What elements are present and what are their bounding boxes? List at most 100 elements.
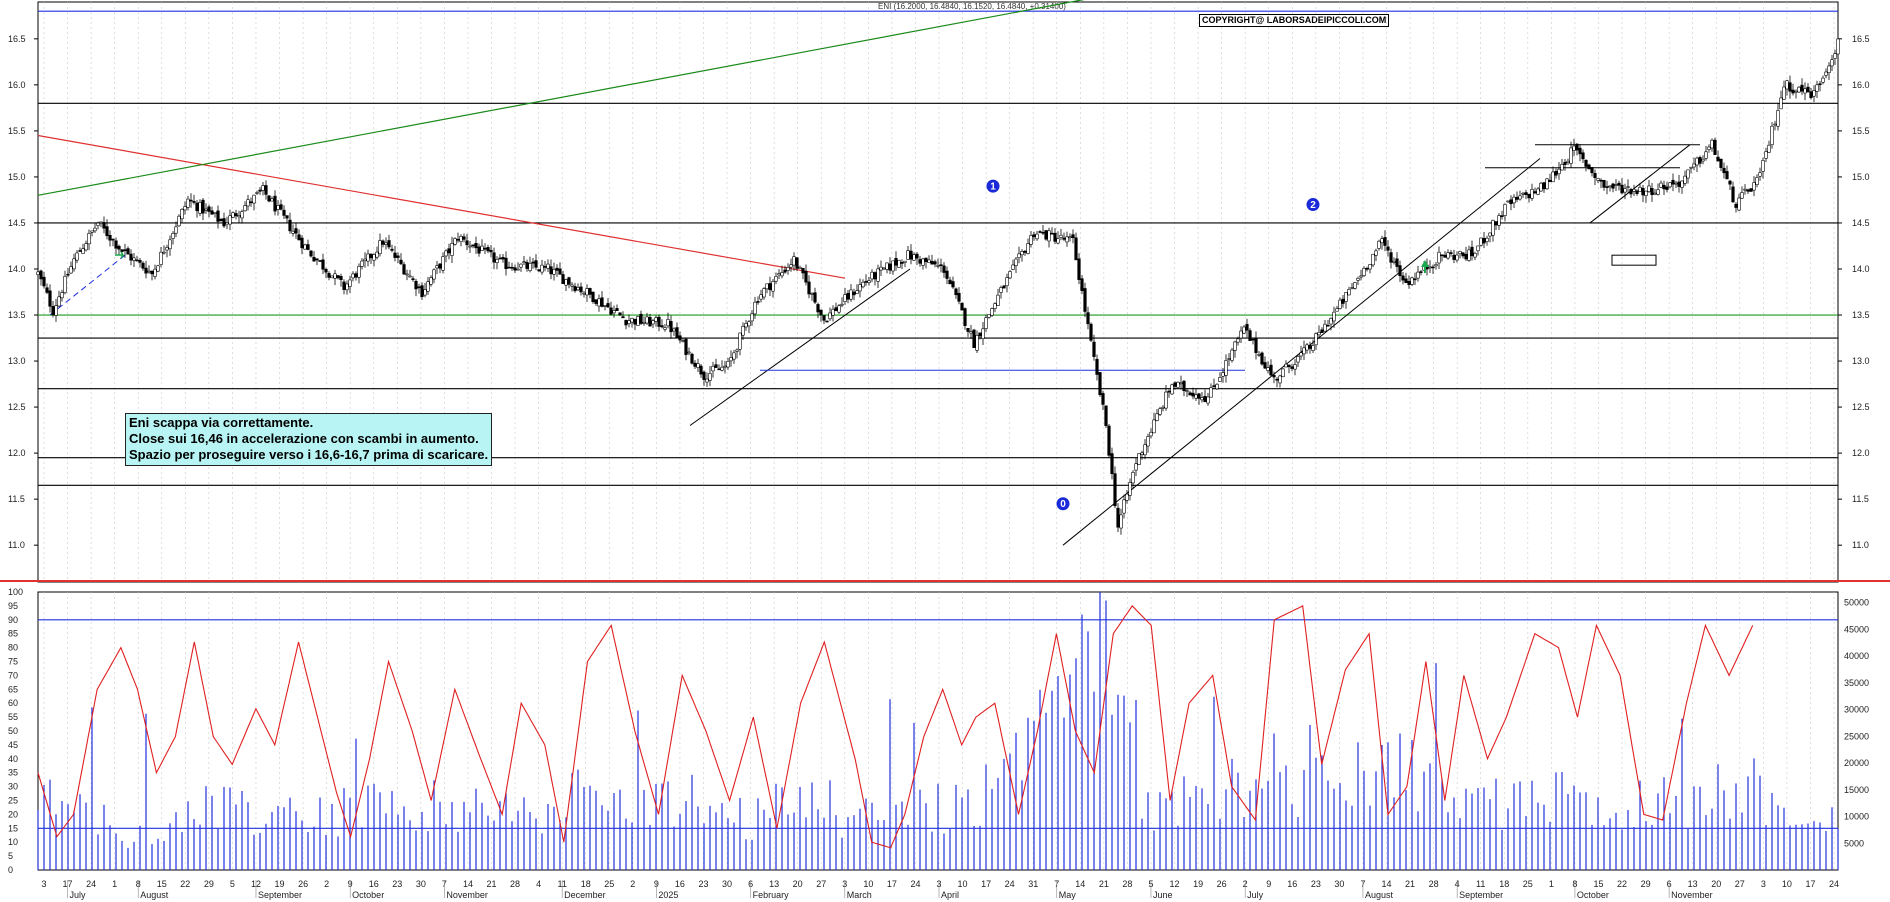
- candle-body: [342, 281, 346, 290]
- candle-body: [1827, 65, 1831, 74]
- candle-body: [57, 296, 61, 307]
- candle-body: [348, 279, 352, 287]
- candle-body: [279, 204, 283, 210]
- price-y-tick-right: 14.0: [1852, 264, 1870, 274]
- candle-body: [744, 323, 748, 328]
- candle-body: [1137, 453, 1141, 465]
- candle-body: [288, 219, 292, 232]
- candle-body: [765, 283, 769, 290]
- candle-body: [1641, 187, 1645, 196]
- candle-body: [1179, 382, 1183, 385]
- candle-body: [1551, 171, 1555, 183]
- candle-body: [1119, 514, 1123, 529]
- wave-label-text: 0: [1060, 499, 1066, 510]
- candle-body: [336, 275, 340, 279]
- candle-body: [1416, 271, 1420, 279]
- candle-body: [1434, 264, 1438, 267]
- candle-body: [1689, 166, 1693, 169]
- candle-body: [702, 371, 706, 380]
- x-month-label: March: [847, 890, 872, 900]
- candle-body: [1053, 232, 1057, 242]
- candle-body: [1647, 185, 1651, 192]
- oscillator-y-tick: 70: [8, 670, 18, 680]
- candle-body: [1572, 145, 1576, 151]
- oscillator-y-tick: 40: [8, 754, 18, 764]
- candle-body: [276, 205, 280, 210]
- x-day-tick: 4: [536, 879, 541, 889]
- candle-body: [1776, 110, 1780, 127]
- candle-body: [1644, 190, 1648, 197]
- candle-body: [666, 319, 670, 327]
- candle-body: [516, 268, 520, 271]
- price-y-tick-left: 12.0: [8, 448, 26, 458]
- candle-body: [999, 287, 1003, 293]
- candle-body: [537, 269, 541, 272]
- candle-body: [1050, 232, 1054, 235]
- candle-body: [1695, 157, 1699, 166]
- candle-body: [84, 243, 88, 251]
- x-day-tick: 2: [324, 879, 329, 889]
- candle-body: [522, 261, 526, 264]
- candle-body: [738, 332, 742, 350]
- candle-body: [123, 249, 127, 252]
- candle-body: [156, 265, 160, 272]
- volume-y-tick: 5000: [1844, 838, 1864, 848]
- candle-body: [1404, 278, 1408, 283]
- x-day-tick: 21: [486, 879, 496, 889]
- candle-body: [1212, 385, 1216, 388]
- x-day-tick: 15: [157, 879, 167, 889]
- candle-body: [654, 317, 658, 322]
- candle-body: [570, 284, 574, 287]
- candle-body: [951, 281, 955, 288]
- candle-body: [531, 261, 535, 264]
- candle-body: [1215, 383, 1219, 390]
- candle-body: [1794, 90, 1798, 93]
- candle-body: [726, 361, 730, 368]
- wave-label-text: 1: [990, 182, 996, 193]
- x-day-tick: 28: [510, 879, 520, 889]
- candle-body: [1533, 191, 1537, 194]
- candle-body: [1221, 372, 1225, 377]
- candle-body: [1806, 86, 1810, 93]
- volume-y-tick: 10000: [1844, 812, 1869, 822]
- candle-body: [495, 259, 499, 264]
- candle-body: [309, 250, 313, 257]
- x-day-tick: 30: [722, 879, 732, 889]
- candle-body: [498, 257, 502, 260]
- candle-body: [771, 281, 775, 292]
- candle-body: [159, 251, 163, 265]
- candle-body: [345, 283, 349, 291]
- candle-body: [1326, 324, 1330, 327]
- candle-body: [1044, 230, 1048, 240]
- candle-body: [1467, 249, 1471, 261]
- oscillator-y-tick: 35: [8, 768, 18, 778]
- candle-body: [1812, 90, 1816, 97]
- candle-body: [513, 267, 517, 271]
- candle-body: [621, 316, 625, 319]
- candle-body: [690, 353, 694, 364]
- candle-body: [1509, 199, 1513, 205]
- candle-body: [426, 281, 430, 292]
- copyright-label: COPYRIGHT@ LABORSADEIPICCOLI.COM: [1199, 14, 1390, 27]
- candle-body: [1401, 275, 1405, 281]
- candle-body: [1239, 330, 1243, 339]
- candle-body: [378, 240, 382, 254]
- candle-body: [54, 305, 58, 316]
- candle-body: [141, 262, 145, 269]
- candle-body: [192, 201, 196, 203]
- candle-body: [384, 242, 388, 245]
- candle-body: [1323, 323, 1327, 332]
- candle-body: [954, 288, 958, 296]
- x-day-tick: 20: [1711, 879, 1721, 889]
- volume-y-tick: 35000: [1844, 678, 1869, 688]
- candle-body: [375, 251, 379, 258]
- candle-body: [699, 365, 703, 375]
- candle-body: [63, 275, 67, 293]
- wave-label-marker: [986, 179, 1000, 193]
- candle-body: [921, 258, 925, 266]
- candle-body: [453, 238, 457, 245]
- candle-body: [1557, 168, 1561, 175]
- oscillator-y-tick: 45: [8, 740, 18, 750]
- candle-body: [561, 274, 565, 284]
- candle-body: [306, 244, 310, 250]
